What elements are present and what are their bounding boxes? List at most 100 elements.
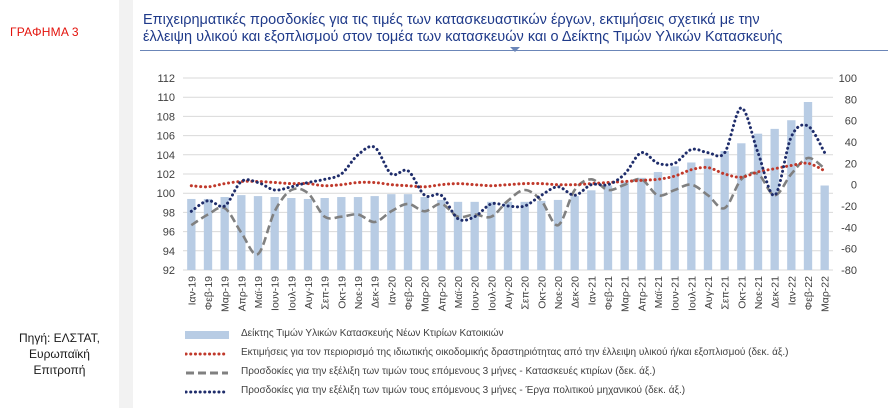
bar (587, 190, 596, 270)
bar (220, 197, 229, 270)
bar (770, 128, 779, 270)
x-tick-label: Απρ-21 (636, 276, 648, 312)
x-tick-label: Ιουλ-20 (486, 276, 498, 311)
legend-label: Δείκτης Τιμών Υλικών Κατασκευής Νέων Κτι… (241, 328, 504, 339)
legend-label: Προσδοκίες για την εξέλιξη των τιμών του… (241, 385, 686, 396)
y-right-tick-label: -40 (841, 222, 857, 234)
y-left-tick-label: 100 (157, 188, 175, 200)
x-tick-label: Νοε-20 (553, 276, 565, 309)
title-divider-pointer (510, 47, 520, 52)
x-tick-label: Μαϊ-20 (453, 276, 465, 308)
bar (203, 198, 213, 270)
x-tick-label: Ιουν-20 (470, 276, 482, 311)
y-right-tick-label: -80 (841, 265, 857, 277)
chart-title-line: έλλειψη υλικού και εξοπλισμού στον τομέα… (143, 29, 783, 45)
y-left-tick-label: 112 (157, 73, 175, 85)
bar (287, 198, 296, 270)
x-tick-label: Οκτ-21 (736, 276, 748, 309)
y-right-tick-label: 20 (845, 158, 857, 170)
source-line: Επιτροπή (33, 363, 86, 377)
bar (237, 195, 246, 270)
bar (553, 199, 563, 270)
x-tick-label: Ιαν-20 (386, 276, 398, 306)
bar (620, 181, 629, 270)
x-tick-label: Σεπ-20 (520, 276, 532, 310)
x-tick-label: Μαϊ-21 (653, 276, 665, 308)
bar (570, 196, 579, 270)
legend-swatch-dotted-navy (185, 390, 229, 394)
legend-swatch-dotted-red (185, 352, 229, 356)
bar (637, 177, 646, 270)
y-left-tick-label: 98 (163, 207, 175, 219)
y-right-tick-label: 100 (839, 73, 857, 85)
x-tick-label: Αυγ-21 (703, 276, 715, 309)
y-left-tick-label: 108 (157, 111, 175, 123)
bar (370, 196, 379, 270)
x-tick-label: Μαϊ-19 (253, 276, 265, 308)
x-tick-label: Φεβ-22 (803, 276, 815, 310)
x-tick-label: Σεπ-21 (720, 276, 732, 310)
bar (320, 198, 329, 270)
x-tick-label: Μαρ-21 (620, 276, 632, 312)
panel-separator (119, 0, 133, 408)
x-tick-label: Απρ-19 (236, 276, 248, 312)
x-tick-label: Ιουλ-21 (686, 276, 698, 311)
bar (453, 201, 463, 270)
line-shortage-estimates (189, 161, 827, 189)
x-tick-label: Μαρ-22 (820, 276, 832, 312)
x-tick-label: Μαρ-19 (220, 276, 232, 312)
y-right-tick-label: 0 (851, 180, 857, 192)
x-tick-label: Ιαν-21 (586, 276, 598, 306)
bar (487, 201, 496, 270)
x-tick-label: Ιαν-19 (186, 276, 198, 306)
bar (653, 172, 663, 270)
y-left-tick-label: 92 (163, 265, 175, 277)
y-left-tick-label: 106 (157, 131, 175, 143)
bar (187, 198, 196, 270)
bar (403, 194, 413, 270)
x-tick-label: Οκτ-19 (336, 276, 348, 309)
y-right-tick-label: 40 (845, 137, 857, 149)
bar (387, 194, 396, 270)
x-tick-label: Δεκ-19 (370, 276, 382, 308)
x-tick-label: Οκτ-20 (536, 276, 548, 309)
x-tick-label: Φεβ-19 (203, 276, 215, 310)
x-tick-label: Απρ-20 (436, 276, 448, 312)
bar (720, 150, 729, 270)
figure-label: ΓΡΑΦΗΜΑ 3 (10, 25, 79, 39)
x-tick-label: Αυγ-20 (503, 276, 515, 309)
line-civil-works-expectations (189, 106, 827, 222)
y-left-tick-label: 94 (163, 246, 175, 258)
x-tick-label: Φεβ-21 (603, 276, 615, 310)
bar (470, 201, 479, 270)
chart-title: Επιχειρηματικές προσδοκίες για τις τιμές… (143, 12, 883, 46)
x-tick-label: Ιουλ-19 (286, 276, 298, 311)
bar (303, 198, 313, 270)
source-line: Πηγή: ΕΛΣΤΑΤ, (18, 331, 101, 345)
x-tick-label: Μαρ-20 (420, 276, 432, 312)
y-left-tick-label: 102 (157, 169, 175, 181)
x-tick-label: Δεκ-20 (570, 276, 582, 308)
source-note: Πηγή: ΕΛΣΤΑΤ, Ευρωπαϊκή Επιτροπή (0, 330, 119, 378)
legend-swatch-bar (185, 331, 229, 339)
bar (337, 197, 346, 270)
legend-label: Προσδοκίες για την εξέλιξη των τιμών του… (241, 366, 656, 377)
x-tick-label: Δεκ-21 (770, 276, 782, 308)
bar (787, 120, 796, 271)
x-tick-label: Φεβ-20 (403, 276, 415, 310)
y-left-tick-label: 110 (157, 92, 175, 104)
chart-title-line: Επιχειρηματικές προσδοκίες για τις τιμές… (143, 12, 760, 28)
x-tick-label: Ιουν-19 (270, 276, 282, 311)
bar (537, 200, 546, 270)
chart: 92 94 96 98 100 102 104 106 108 110 112 -80 -60 -40 -2… (157, 73, 857, 312)
x-tick-label: Νοε-19 (353, 276, 365, 309)
y-left-tick-label: 96 (163, 227, 175, 239)
x-tick-label: Νοε-21 (753, 276, 765, 309)
x-tick-label: Αυγ-19 (303, 276, 315, 309)
x-tick-label: Ιουν-21 (670, 276, 682, 311)
y-right-tick-label: 80 (845, 94, 857, 106)
y-left-tick-label: 104 (157, 150, 175, 162)
x-tick-label: Σεπ-19 (320, 276, 332, 310)
bar (270, 197, 279, 270)
legend-label: Εκτιμήσεις για τον περιορισμό της ιδιωτι… (241, 347, 789, 358)
